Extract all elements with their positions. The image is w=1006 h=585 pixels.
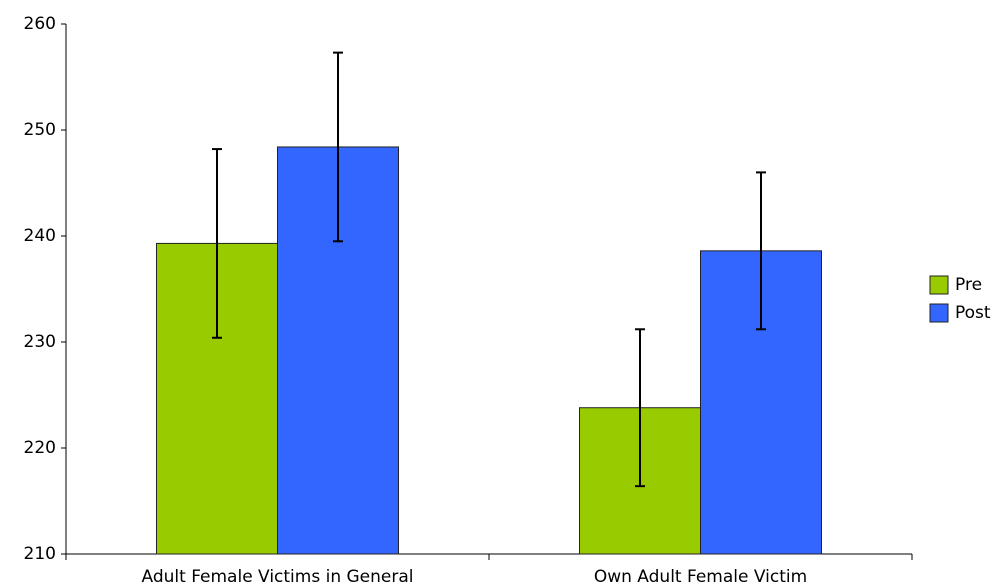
y-tick-label: 240 [24,226,56,246]
x-tick-label: Adult Female Victims in General [142,567,414,585]
y-tick-label: 260 [24,14,56,34]
y-tick-label: 230 [24,332,56,352]
error-bar [756,171,766,331]
y-tick-label: 220 [24,438,56,458]
error-bar [635,328,645,488]
legend-label: Pre [955,275,982,295]
y-tick-label: 250 [24,120,56,140]
legend-swatch [929,303,949,323]
error-bar [333,51,343,243]
legend-swatch [929,275,949,295]
legend-label: Post [955,303,991,323]
x-tick-label: Own Adult Female Victim [594,567,807,585]
y-tick-label: 210 [24,544,56,564]
error-bar [212,148,222,339]
